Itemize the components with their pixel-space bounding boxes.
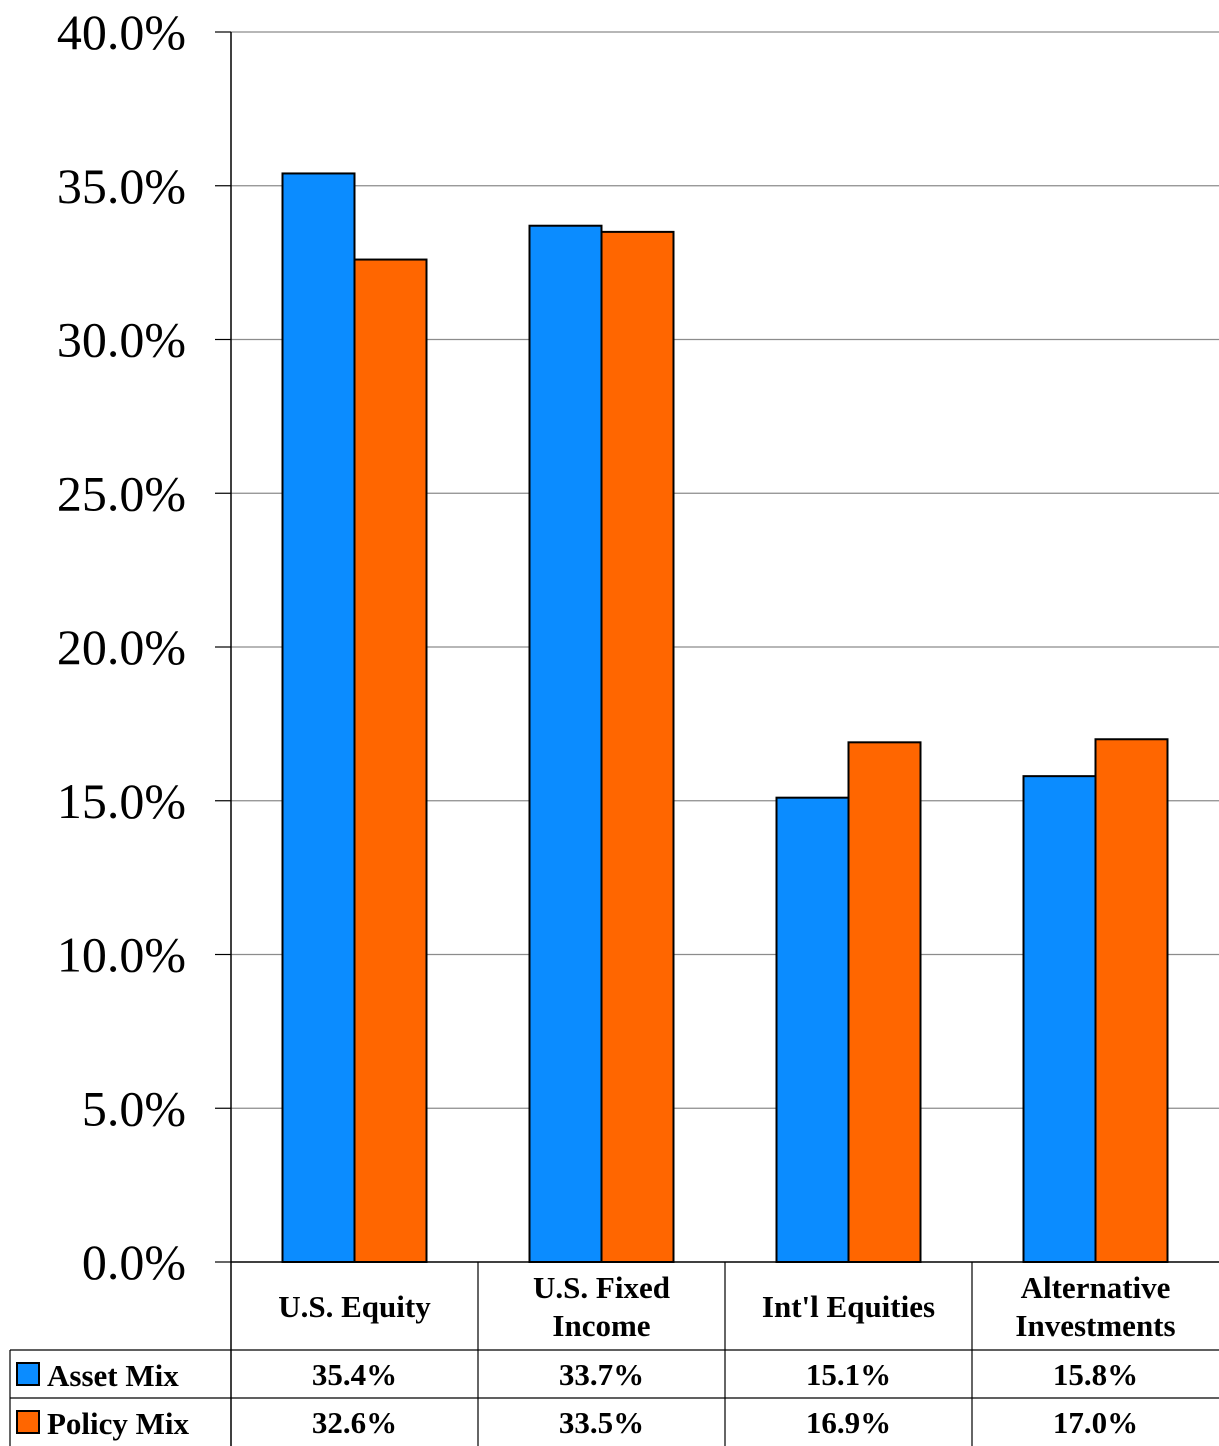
category-label: Int'l Equities xyxy=(762,1289,935,1324)
data-label: 32.6% xyxy=(312,1405,397,1440)
category-label: Alternative xyxy=(1021,1270,1171,1305)
data-label: 15.1% xyxy=(806,1357,891,1392)
legend-label: Asset Mix xyxy=(47,1358,179,1393)
data-label: 33.7% xyxy=(559,1357,644,1392)
bars xyxy=(281,172,1169,1264)
y-tick-label: 25.0% xyxy=(57,465,186,521)
y-axis-ticks: 0.0% 5.0% 10.0% 15.0% 20.0% 25.0% 30.0% 35.0% 40… xyxy=(57,4,231,1290)
y-tick-label: 40.0% xyxy=(57,4,186,60)
category-label: U.S. Fixed xyxy=(533,1270,670,1305)
y-tick-label: 30.0% xyxy=(57,312,186,368)
legend-swatch xyxy=(16,1362,40,1386)
y-tick-label: 35.0% xyxy=(57,158,186,214)
data-label: 35.4% xyxy=(312,1357,397,1392)
data-label: 16.9% xyxy=(806,1405,891,1440)
data-label: 33.5% xyxy=(559,1405,644,1440)
bar-asset-mix-1 xyxy=(528,224,603,1264)
bar-asset-mix-2 xyxy=(775,796,850,1263)
bar-asset-mix-0 xyxy=(281,172,356,1264)
bar-policy-mix-1 xyxy=(600,230,675,1263)
legend-label: Policy Mix xyxy=(47,1406,190,1441)
bar-policy-mix-0 xyxy=(353,258,428,1263)
bar-policy-mix-2 xyxy=(847,741,922,1263)
bar-policy-mix-3 xyxy=(1094,738,1169,1263)
y-tick-label: 15.0% xyxy=(57,773,186,829)
y-tick-label: 10.0% xyxy=(57,927,186,983)
y-tick-label: 0.0% xyxy=(82,1234,186,1290)
category-label: Income xyxy=(552,1308,650,1343)
y-tick-label: 20.0% xyxy=(57,619,186,675)
data-label: 17.0% xyxy=(1053,1405,1138,1440)
category-label: Investments xyxy=(1015,1308,1175,1343)
legend-swatch xyxy=(16,1410,40,1434)
category-label: U.S. Equity xyxy=(278,1289,431,1324)
data-label: 15.8% xyxy=(1053,1357,1138,1392)
bar-asset-mix-3 xyxy=(1022,775,1097,1264)
y-tick-label: 5.0% xyxy=(82,1080,186,1136)
